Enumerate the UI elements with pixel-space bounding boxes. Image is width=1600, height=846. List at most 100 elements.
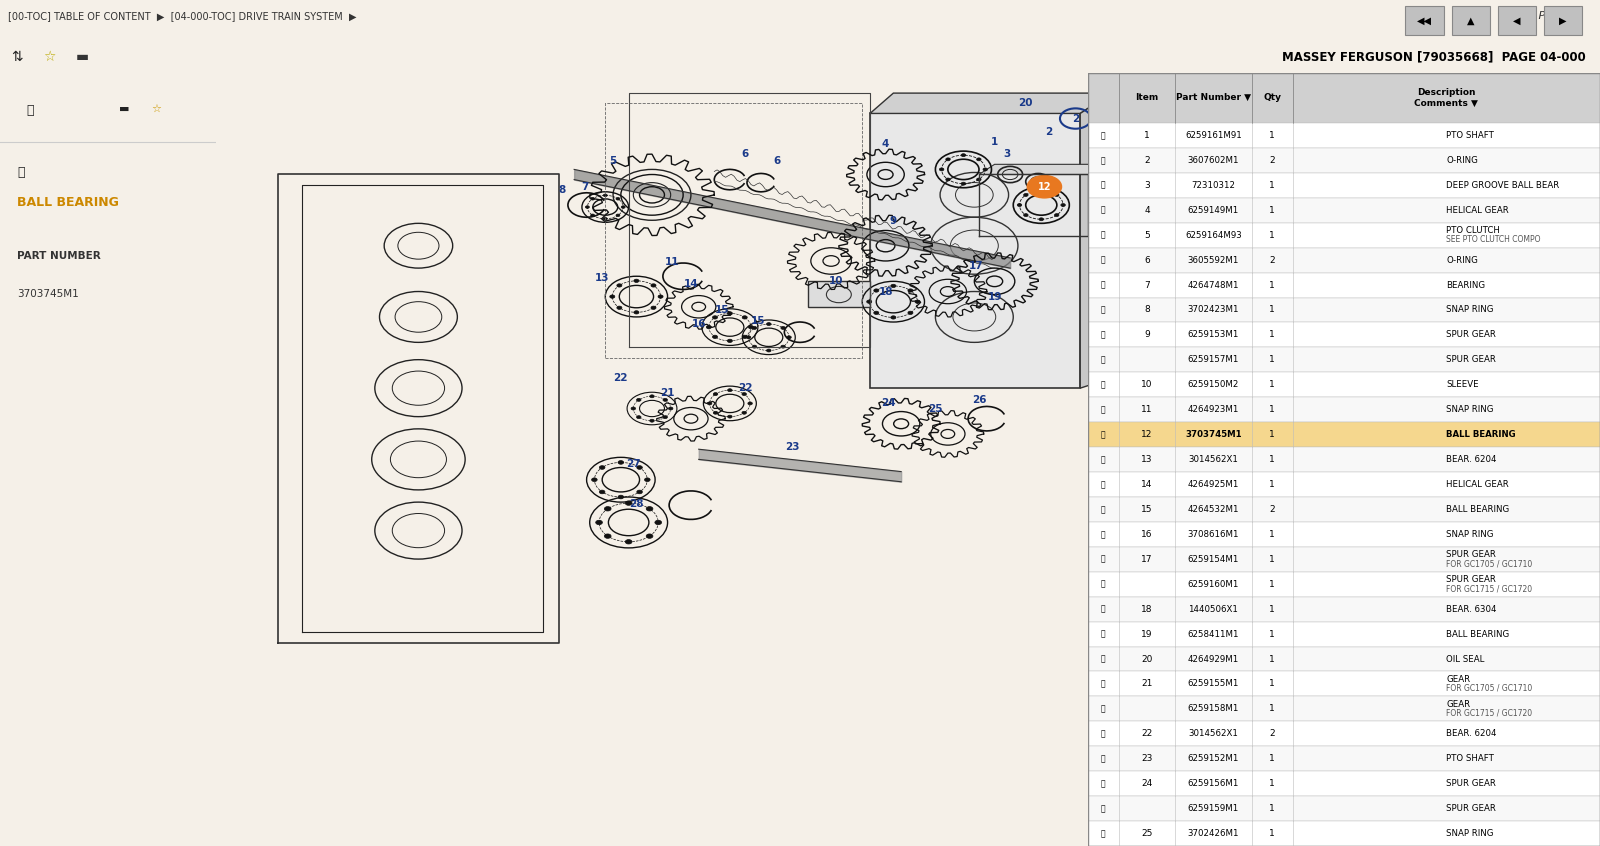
Text: 6: 6 [773, 157, 781, 167]
Text: 🛒: 🛒 [1101, 206, 1106, 215]
Text: 12: 12 [1141, 430, 1152, 439]
Text: 1: 1 [1269, 131, 1275, 140]
Text: 14: 14 [1141, 480, 1152, 489]
Circle shape [907, 288, 914, 292]
Circle shape [634, 310, 638, 314]
Text: 9: 9 [890, 217, 898, 226]
Text: SLEEVE: SLEEVE [1446, 381, 1478, 389]
Circle shape [650, 420, 654, 422]
Circle shape [907, 311, 914, 315]
Text: 🛒: 🛒 [1101, 705, 1106, 713]
Text: 1: 1 [1269, 206, 1275, 215]
Text: 13: 13 [595, 273, 610, 283]
Text: 1: 1 [1269, 381, 1275, 389]
Polygon shape [979, 164, 1104, 174]
Circle shape [766, 322, 771, 326]
Circle shape [621, 206, 626, 208]
Text: 6259160M1: 6259160M1 [1187, 580, 1238, 589]
Text: 6: 6 [742, 149, 749, 159]
Text: 22: 22 [738, 383, 752, 393]
Text: 1: 1 [1269, 829, 1275, 838]
Text: 3: 3 [1144, 181, 1150, 190]
Text: 🛒: 🛒 [1101, 430, 1106, 439]
Text: 25: 25 [928, 404, 942, 414]
Bar [1088, 821, 1600, 846]
Circle shape [605, 507, 611, 511]
Circle shape [651, 306, 656, 310]
Text: 3708616M1: 3708616M1 [1187, 530, 1238, 539]
Text: PART NUMBER: PART NUMBER [18, 250, 101, 261]
Text: 18: 18 [878, 287, 893, 296]
Text: SNAP RING: SNAP RING [1446, 405, 1494, 415]
Text: 5: 5 [610, 157, 616, 167]
Circle shape [618, 283, 622, 287]
Text: ▬: ▬ [118, 104, 130, 113]
Text: BEAR. 6204: BEAR. 6204 [1446, 455, 1498, 464]
Text: 28: 28 [629, 499, 643, 509]
Text: 3014562X1: 3014562X1 [1189, 729, 1238, 739]
Bar [1088, 272, 1600, 298]
Text: 24: 24 [882, 398, 896, 409]
Circle shape [603, 194, 608, 196]
Circle shape [891, 284, 896, 288]
Text: SEE PTO CLUTCH COMPO: SEE PTO CLUTCH COMPO [1446, 235, 1541, 244]
Text: 🛒: 🛒 [1101, 405, 1106, 415]
Text: 4264532M1: 4264532M1 [1187, 505, 1238, 514]
Text: FOR GC1705 / GC1710: FOR GC1705 / GC1710 [1446, 559, 1533, 569]
Text: 🛒: 🛒 [1101, 755, 1106, 763]
Text: 🛒: 🛒 [26, 104, 34, 117]
Text: 1: 1 [1269, 779, 1275, 788]
Text: 🛒: 🛒 [1101, 331, 1106, 339]
Text: 🛒: 🛒 [1101, 281, 1106, 289]
Bar [1088, 398, 1600, 422]
Text: 🛒: 🛒 [18, 166, 24, 179]
Circle shape [714, 393, 718, 396]
Text: 21: 21 [661, 388, 675, 398]
Polygon shape [870, 93, 1112, 113]
Circle shape [891, 316, 896, 319]
Circle shape [610, 295, 614, 299]
Text: HELICAL GEAR: HELICAL GEAR [1446, 206, 1509, 215]
Text: ⇅: ⇅ [11, 50, 22, 63]
Text: 1: 1 [1269, 555, 1275, 563]
Text: 🛒: 🛒 [1101, 231, 1106, 239]
Text: 19: 19 [987, 292, 1002, 301]
Text: 2: 2 [1269, 255, 1275, 265]
Text: 20: 20 [1141, 655, 1152, 663]
Text: 3605592M1: 3605592M1 [1187, 255, 1238, 265]
Text: 1: 1 [1269, 605, 1275, 613]
Text: 1: 1 [1269, 455, 1275, 464]
Text: FOR GC1705 / GC1710: FOR GC1705 / GC1710 [1446, 684, 1533, 693]
Text: O-RING: O-RING [1446, 255, 1478, 265]
Text: [00-TOC] TABLE OF CONTENT  ▶  [04-000-TOC] DRIVE TRAIN SYSTEM  ▶: [00-TOC] TABLE OF CONTENT ▶ [04-000-TOC]… [8, 11, 357, 21]
Bar [1088, 248, 1600, 272]
Text: 1: 1 [1269, 804, 1275, 813]
Text: 1: 1 [1269, 305, 1275, 315]
Circle shape [728, 388, 733, 392]
Text: GEAR: GEAR [1446, 675, 1470, 684]
Text: 2: 2 [1269, 505, 1275, 514]
Text: 5: 5 [1144, 231, 1150, 239]
Text: PTO SHAFT: PTO SHAFT [1446, 755, 1494, 763]
Text: ☆: ☆ [43, 50, 56, 63]
Text: 1: 1 [1269, 430, 1275, 439]
Circle shape [637, 398, 642, 401]
Text: 16: 16 [691, 319, 706, 329]
Circle shape [962, 182, 966, 185]
Text: 3607602M1: 3607602M1 [1187, 156, 1238, 165]
Text: 4: 4 [882, 139, 890, 149]
Circle shape [600, 490, 605, 494]
Text: Part Number ▼: Part Number ▼ [1176, 93, 1251, 102]
Text: 1: 1 [1269, 629, 1275, 639]
Bar [1088, 348, 1600, 372]
Bar [1088, 547, 1600, 572]
Text: 1: 1 [1269, 655, 1275, 663]
Text: 4264925M1: 4264925M1 [1187, 480, 1238, 489]
Text: 23: 23 [1141, 755, 1152, 763]
Circle shape [746, 336, 750, 338]
Text: 21: 21 [1141, 679, 1152, 689]
Text: 7: 7 [581, 182, 589, 192]
Circle shape [742, 316, 747, 319]
Text: 2: 2 [1072, 113, 1078, 124]
Circle shape [645, 478, 650, 481]
